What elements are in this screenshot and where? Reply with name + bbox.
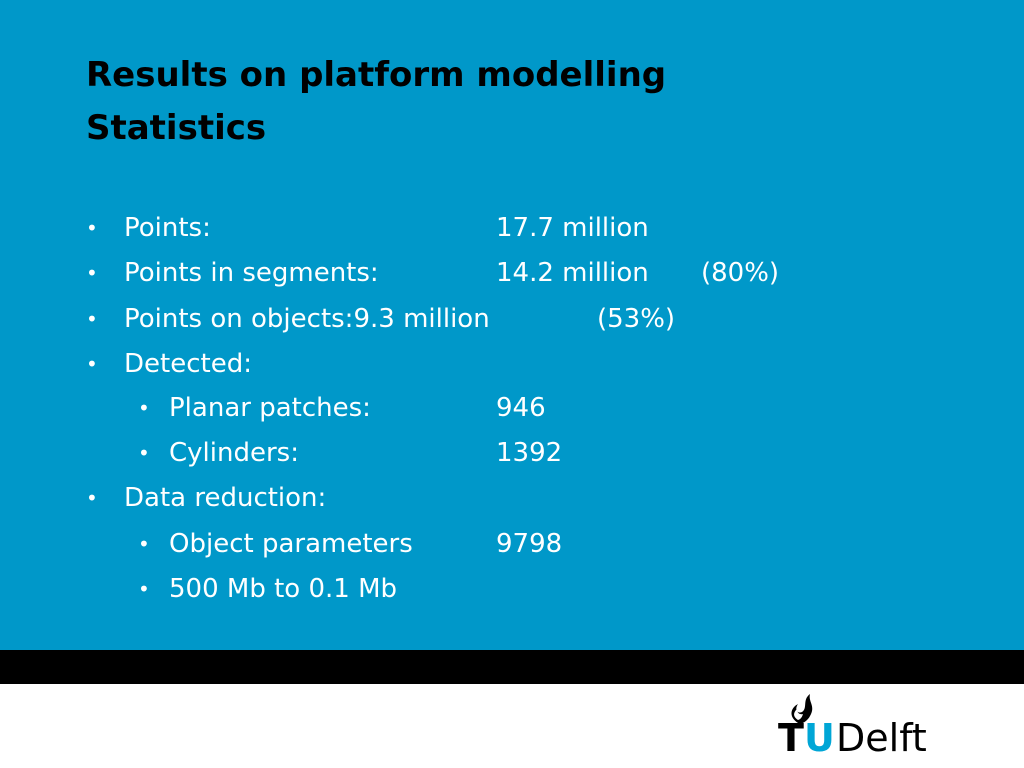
- bullet-marker: •: [86, 352, 98, 376]
- bullet-label: Points in segments:: [124, 258, 379, 288]
- bullet-label: Points on objects:: [124, 304, 354, 334]
- bullet-value: 1392: [496, 438, 563, 468]
- bullet-label: 500 Mb to 0.1 Mb: [169, 574, 398, 604]
- bullet-value: 9.3 million: [353, 304, 490, 334]
- bullet-marker: •: [138, 441, 150, 465]
- bullet-value: 14.2 million: [496, 258, 649, 288]
- tu-delft-logo: T U Delft: [776, 690, 946, 760]
- logo-t: T: [778, 716, 804, 760]
- bullet-value: 9798: [496, 529, 563, 559]
- bullet-marker: •: [86, 216, 98, 240]
- bullet-note: (80%): [701, 258, 780, 288]
- bullet-marker: •: [86, 486, 98, 510]
- bullet-value: 946: [496, 393, 546, 423]
- bullet-marker: •: [138, 396, 150, 420]
- bullet-marker: •: [86, 261, 98, 285]
- bullet-marker: •: [138, 532, 150, 556]
- footer-band: [0, 650, 1024, 684]
- slide-background: Results on platform modelling Statistics…: [0, 0, 1024, 650]
- title-line: Statistics: [86, 108, 267, 148]
- logo-u: U: [804, 716, 835, 760]
- bullet-note: (53%): [597, 304, 676, 334]
- flame-icon: [791, 694, 813, 724]
- title-line: Results on platform modelling: [86, 55, 667, 95]
- bullet-label: Detected:: [124, 349, 252, 379]
- bullet-marker: •: [86, 307, 98, 331]
- bullet-label: Object parameters: [169, 529, 413, 559]
- bullet-label: Data reduction:: [124, 483, 327, 513]
- bullet-label: Planar patches:: [169, 393, 371, 423]
- bullet-value: 17.7 million: [496, 213, 649, 243]
- logo-delft: Delft: [836, 716, 927, 760]
- bullet-marker: •: [138, 577, 150, 601]
- bullet-label: Points:: [124, 213, 211, 243]
- bullet-label: Cylinders:: [169, 438, 299, 468]
